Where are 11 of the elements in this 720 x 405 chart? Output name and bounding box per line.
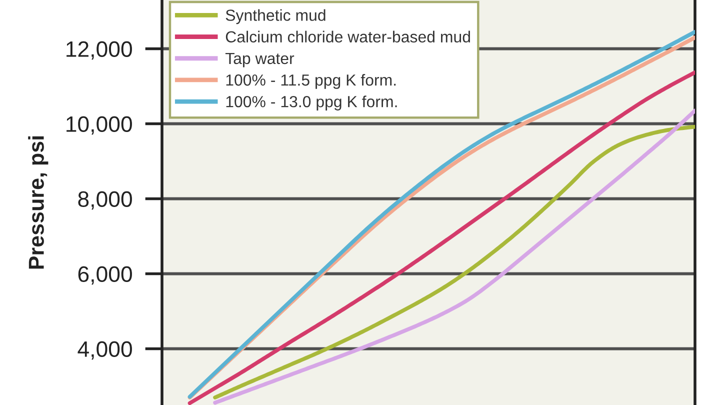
y-axis-title: Pressure, psi bbox=[28, 136, 48, 269]
y-tick-label: 12,000 bbox=[66, 41, 132, 60]
y-tick-label: 8,000 bbox=[78, 191, 132, 210]
y-tick-label: 6,000 bbox=[78, 266, 132, 285]
y-tick-label: 4,000 bbox=[78, 341, 132, 360]
legend-label: 100% - 11.5 ppg K form. bbox=[226, 74, 396, 89]
legend-label: 100% - 13.0 ppg K form. bbox=[226, 96, 397, 110]
legend-label: Synthetic mud bbox=[226, 9, 326, 24]
legend-label: Calcium chloride water-based mud bbox=[226, 30, 470, 43]
legend-label: Tap water bbox=[225, 52, 294, 68]
y-tick-label: 10,000 bbox=[66, 116, 132, 135]
